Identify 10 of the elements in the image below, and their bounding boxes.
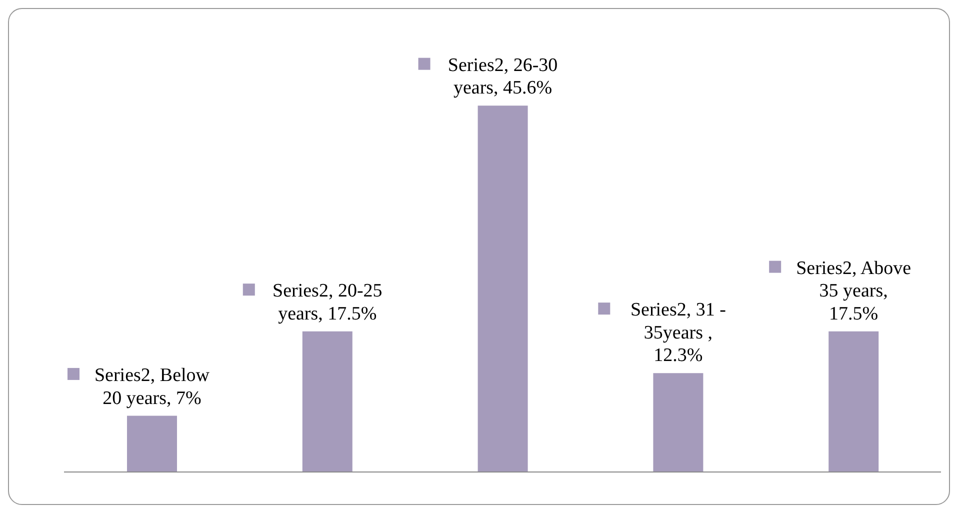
bar	[653, 373, 704, 472]
data-label: Series2, Above 35 years, 17.5%	[796, 258, 912, 324]
data-label: Series2, Below 20 years, 7%	[94, 364, 210, 409]
bar	[828, 331, 879, 472]
data-label: Series2, 20-25 years, 17.5%	[272, 280, 382, 324]
bar	[127, 416, 177, 472]
bar	[478, 106, 528, 472]
data-label: Series2, 31 - 35years , 12.3%	[630, 300, 726, 366]
data-label: Series2, 26-30 years, 45.6%	[448, 54, 558, 99]
bar	[302, 331, 352, 472]
